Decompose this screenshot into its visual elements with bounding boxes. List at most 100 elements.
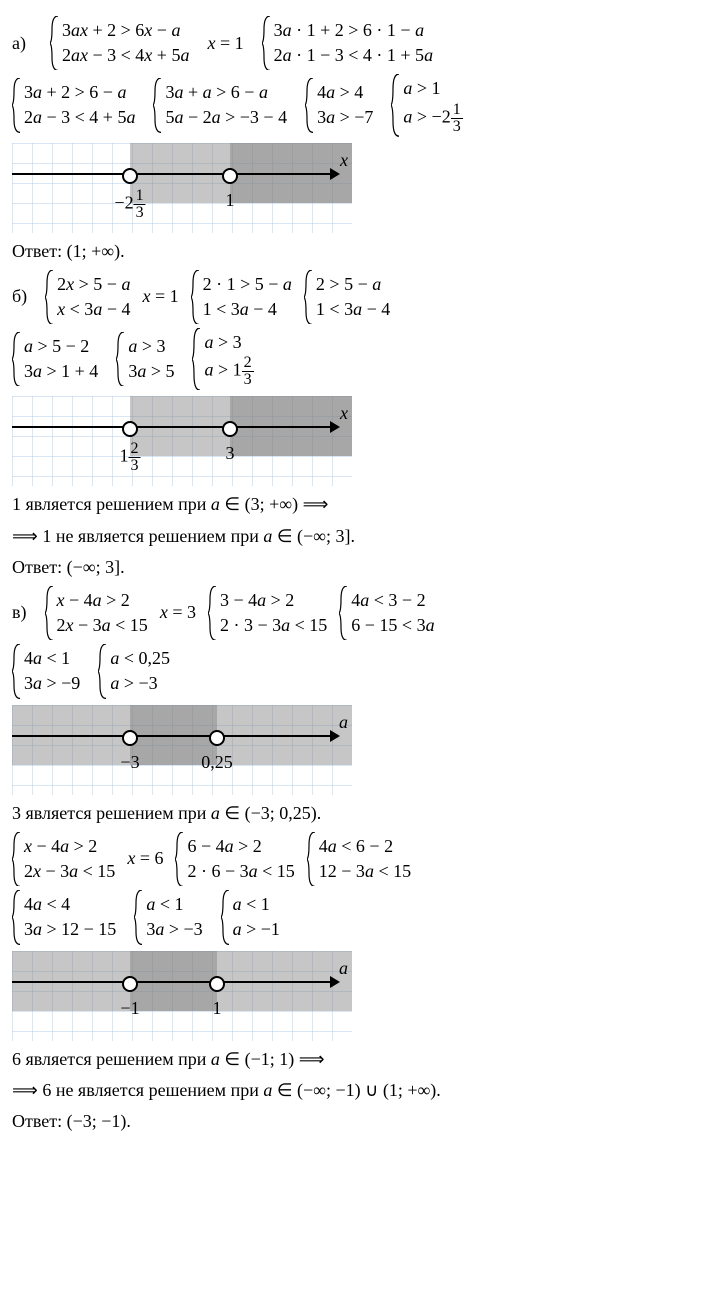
system-step: 4a < 43a > 12 − 15: [12, 890, 116, 944]
system-step: 3a + 2 > 6 − a2a − 3 < 4 + 5a: [12, 78, 135, 132]
system-step: 4a > 43a > −7: [305, 78, 373, 132]
brace-icon: [50, 16, 60, 70]
b-subst: x = 1: [142, 284, 178, 309]
a-row2: 3a + 2 > 6 − a2a − 3 < 4 + 5a 3a + a > 6 …: [12, 74, 701, 136]
answer-label: Ответ:: [12, 1111, 62, 1131]
sys-eq1: a > 3: [204, 330, 253, 355]
a-letter: а): [12, 31, 26, 56]
a-subst: x = 1: [207, 31, 243, 56]
axis-line: [12, 173, 332, 175]
c-subst1: x = 3: [160, 600, 196, 625]
brace-icon: [134, 890, 144, 944]
sys-eq1: 4a > 4: [317, 80, 373, 105]
brace-icon: [12, 644, 22, 698]
c-sys4-e2: 2x − 3a < 15: [24, 859, 115, 884]
b-sys1: 2x > 5 − a x < 3a − 4: [45, 270, 130, 324]
axis-line: [12, 426, 332, 428]
system-step: a < 0,25a > −3: [98, 644, 170, 698]
brace-icon: [12, 332, 22, 386]
system-step: 3a + a > 6 − a5a − 2a > −3 − 4: [153, 78, 287, 132]
c-row1: в) x − 4a > 2 2x − 3a < 15 x = 3 3 − 4a …: [12, 586, 701, 640]
sys-eq1: a > 3: [128, 334, 174, 359]
b-sys1-e2: x < 3a − 4: [57, 297, 130, 322]
sys-eq1: a < 1: [233, 892, 280, 917]
c-subst2: x = 6: [127, 846, 163, 871]
c-sys1-e1: x − 4a > 2: [57, 588, 148, 613]
b-sys3-e2: 1 < 3a − 4: [316, 297, 390, 322]
answer-value: (−∞; 3].: [67, 557, 125, 577]
b-sys1-e1: 2x > 5 − a: [57, 272, 130, 297]
brace-icon: [307, 832, 317, 886]
open-point: [122, 976, 138, 992]
brace-icon: [45, 586, 55, 640]
brace-icon: [339, 586, 349, 640]
brace-icon: [116, 332, 126, 386]
open-point: [209, 976, 225, 992]
sys-eq2: 2a − 3 < 4 + 5a: [24, 105, 135, 130]
open-point: [122, 168, 138, 184]
sys-eq2: 3a > −7: [317, 105, 373, 130]
answer-label: Ответ:: [12, 557, 62, 577]
answer-value: (−3; −1).: [67, 1111, 131, 1131]
axis-line: [12, 735, 332, 737]
b-row2: a > 5 − 23a > 1 + 4a > 33a > 5a > 3a > 1…: [12, 328, 701, 390]
point-label: 0,25: [201, 750, 233, 775]
brace-icon: [221, 890, 231, 944]
a-sys2-e1: 3a · 1 + 2 > 6 · 1 − a: [274, 18, 433, 43]
sys-eq2: 3a > −9: [24, 671, 80, 696]
brace-icon: [175, 832, 185, 886]
system-step: a > 3a > 123: [192, 328, 253, 390]
b-row1: б) 2x > 5 − a x < 3a − 4 x = 1 2 · 1 > 5…: [12, 270, 701, 324]
brace-icon: [98, 644, 108, 698]
axis-var: x: [340, 401, 348, 426]
c-sys1-e2: 2x − 3a < 15: [57, 613, 148, 638]
c-sys2-e1: 3 − 4a > 2: [220, 588, 327, 613]
axis-var: a: [339, 956, 348, 981]
sys-eq1: a < 0,25: [110, 646, 170, 671]
arrow-icon: [330, 168, 340, 180]
c-sys3-e2: 6 − 15 < 3a: [351, 613, 434, 638]
system-step: a < 13a > −3: [134, 890, 202, 944]
c-sys2-e2: 2 · 3 − 3a < 15: [220, 613, 327, 638]
sys-eq2: a > −213: [403, 102, 462, 135]
c-sys3: 4a < 3 − 2 6 − 15 < 3a: [339, 586, 434, 640]
sys-eq2: 3a > −3: [146, 917, 202, 942]
sys-eq2: a > −1: [233, 917, 280, 942]
brace-icon: [391, 74, 401, 136]
c-concl2: ⟹ 6 не является решением при a ∈ (−∞; −1…: [12, 1078, 701, 1103]
c-concl-mid: 3 является решением при a ∈ (−3; 0,25).: [12, 801, 701, 826]
brace-icon: [262, 16, 272, 70]
brace-icon: [45, 270, 55, 324]
sys-eq1: a > 5 − 2: [24, 334, 98, 359]
point-label: 1: [213, 996, 222, 1021]
b-sys3-e1: 2 > 5 − a: [316, 272, 390, 297]
sys-eq1: 4a < 1: [24, 646, 80, 671]
c-sys2: 3 − 4a > 2 2 · 3 − 3a < 15: [208, 586, 327, 640]
b-sys3: 2 > 5 − a 1 < 3a − 4: [304, 270, 390, 324]
b-sys2-e1: 2 · 1 > 5 − a: [203, 272, 292, 297]
sys-eq1: 3a + a > 6 − a: [165, 80, 287, 105]
c-sys1: x − 4a > 2 2x − 3a < 15: [45, 586, 148, 640]
brace-icon: [304, 270, 314, 324]
a-row1: а) 3ax + 2 > 6x − a 2ax − 3 < 4x + 5a x …: [12, 16, 701, 70]
b-letter: б): [12, 284, 27, 309]
c-sys4-e1: x − 4a > 2: [24, 834, 115, 859]
c-row3: x − 4a > 2 2x − 3a < 15 x = 6 6 − 4a > 2…: [12, 832, 701, 886]
c-row2: 4a < 13a > −9 a < 0,25a > −3: [12, 644, 701, 698]
brace-icon: [12, 78, 22, 132]
sys-eq2: 3a > 5: [128, 359, 174, 384]
point-label: −3: [120, 750, 139, 775]
sys-eq2: a > −3: [110, 671, 170, 696]
system-step: a > 1a > −213: [391, 74, 462, 136]
sys-eq1: a < 1: [146, 892, 202, 917]
point-label: 3: [226, 441, 235, 466]
open-point: [222, 168, 238, 184]
sys-eq1: 3a + 2 > 6 − a: [24, 80, 135, 105]
sys-eq2: 3a > 1 + 4: [24, 359, 98, 384]
a-sys2: 3a · 1 + 2 > 6 · 1 − a 2a · 1 − 3 < 4 · …: [262, 16, 433, 70]
open-point: [122, 730, 138, 746]
a-sys1: 3ax + 2 > 6x − a 2ax − 3 < 4x + 5a: [50, 16, 189, 70]
b-sys2-e2: 1 < 3a − 4: [203, 297, 292, 322]
axis-var: x: [340, 148, 348, 173]
a-sys1-e2: 2ax − 3 < 4x + 5a: [62, 43, 189, 68]
